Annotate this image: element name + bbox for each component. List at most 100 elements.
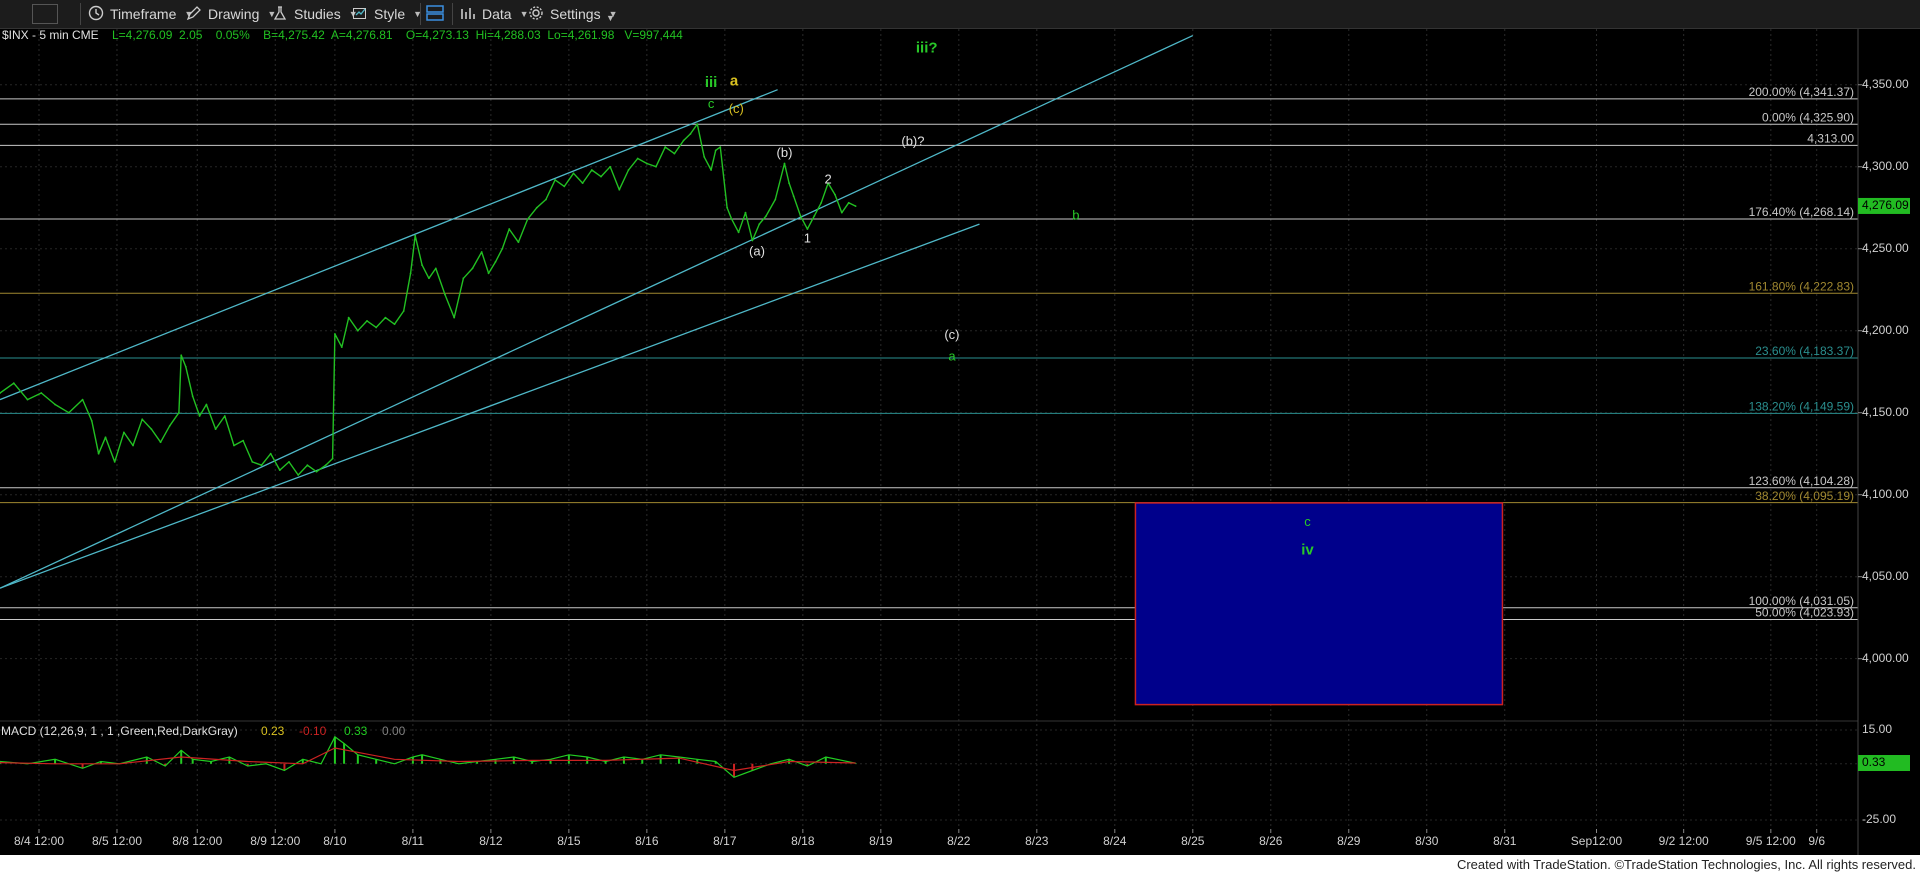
settings-label: Settings: [550, 6, 601, 22]
price-point: [526, 218, 529, 221]
macd-axis-tick-label: 0.33: [1862, 755, 1886, 769]
price-point: [150, 428, 153, 431]
price-point: [517, 241, 520, 244]
price-point: [682, 139, 685, 142]
wave-label: 2: [824, 171, 831, 186]
price-point: [609, 165, 612, 168]
time-axis-tick-label: 8/24: [1103, 834, 1127, 848]
timeframe-label: Timeframe: [110, 6, 177, 22]
price-point: [487, 272, 490, 275]
time-axis-tick-label: 8/16: [635, 834, 659, 848]
wave-label: iii?: [916, 40, 938, 57]
price-point: [664, 146, 667, 148]
price-point: [306, 464, 309, 467]
price-point: [402, 310, 405, 312]
style-icon: [352, 5, 368, 24]
price-point: [40, 392, 43, 394]
price-point: [813, 215, 816, 217]
data-label: Data: [482, 6, 512, 22]
toolbar-divider: [452, 3, 453, 25]
settings-button[interactable]: Settings ▼: [528, 4, 618, 24]
toolbar-overflow-icon[interactable]: ▼: [606, 13, 615, 23]
fib-level-label: 50.00% (4,023.93): [1755, 606, 1854, 620]
price-point: [714, 149, 717, 152]
last-price-label: 4,276.09: [1862, 198, 1909, 212]
price-series: [0, 123, 857, 476]
macd-signal-line: [0, 747, 856, 772]
price-point: [278, 469, 281, 472]
price-point: [428, 277, 430, 280]
time-axis-tick-label: 8/4 12:00: [14, 834, 64, 848]
macd-axis-tick-label: -25.00: [1862, 812, 1896, 826]
price-point: [744, 211, 747, 214]
chart-area[interactable]: 200.00% (4,341.37) 0.00% (4,325.90) 4,313.…: [0, 29, 1920, 855]
drawing-label: Drawing: [208, 6, 260, 22]
price-point: [315, 470, 318, 473]
data-button[interactable]: Data ▼: [460, 4, 529, 24]
price-point: [710, 169, 712, 171]
trend-channels: [0, 34, 1194, 589]
style-button[interactable]: Style ▼: [352, 4, 422, 24]
macd-value-badge: [1858, 755, 1910, 772]
price-line: [0, 123, 856, 476]
price-point: [198, 415, 201, 417]
price-point: [627, 169, 630, 171]
target-zone: [1134, 502, 1504, 706]
time-axis-tick-label: 8/26: [1259, 834, 1283, 848]
price-point: [719, 146, 722, 148]
fib-level-label: 176.40% (4,268.14): [1749, 205, 1854, 219]
price-point: [324, 464, 327, 467]
timeframe-button[interactable]: Timeframe ▼: [88, 4, 193, 24]
price-point: [366, 319, 368, 322]
macd-gridlines: [0, 729, 1858, 821]
fib-level-label: 100.00% (4,031.05): [1749, 594, 1854, 608]
price-point: [820, 201, 823, 204]
wave-label: (a): [749, 243, 765, 258]
price-axis-tick-label: 4,100.00: [1862, 487, 1909, 501]
price-point: [178, 411, 180, 414]
toolbar: Timeframe ▼ Drawing ▼ Studies ▼ Style ▼ …: [0, 0, 1920, 29]
price-axis[interactable]: 4,350.00 4,300.00 4,250.00 4,200.00 4,150.00…: [1858, 77, 1910, 826]
flask-icon: [272, 5, 288, 24]
fib-level-label: 138.20% (4,149.59): [1749, 400, 1854, 414]
time-axis-tick-label: 9/6: [1808, 834, 1825, 848]
price-point: [854, 205, 857, 207]
drawing-button[interactable]: Drawing ▼: [186, 4, 276, 24]
clock-icon: [88, 5, 104, 24]
layout-button[interactable]: [426, 4, 450, 24]
price-point: [191, 395, 194, 398]
price-point: [331, 457, 334, 460]
time-axis-tick-label: 8/25: [1181, 834, 1205, 848]
studies-label: Studies: [294, 6, 341, 22]
time-axis-tick-label: 8/11: [402, 834, 425, 848]
wave-label: iii: [705, 74, 718, 91]
price-point: [297, 474, 300, 476]
price-point: [251, 461, 254, 463]
price-point: [655, 165, 657, 168]
chevron-down-icon: ▼: [413, 9, 423, 19]
bar-chart-icon: [460, 5, 476, 24]
price-point: [333, 333, 336, 335]
wave-label: iv: [1301, 541, 1314, 558]
price-point: [242, 439, 245, 442]
trend-channel-line: [0, 89, 778, 401]
fib-level-label: 38.20% (4,095.19): [1755, 489, 1854, 503]
time-axis[interactable]: 8/4 12:00 8/5 12:00 8/8 12:00 8/9 12:00 8/10…: [14, 829, 1825, 848]
quote-readout: L=4,276.09 2.05 0.05% B=4,275.42 A=4,276…: [112, 29, 683, 42]
price-point: [260, 464, 263, 467]
price-point: [223, 415, 226, 417]
last-price-badge: [1858, 197, 1910, 214]
time-axis-tick-label: 8/10: [323, 834, 347, 848]
fib-level-label: 0.00% (4,325.90): [1762, 110, 1854, 124]
time-axis-tick-label: 8/12: [479, 834, 503, 848]
price-point: [480, 251, 483, 253]
price-point: [788, 182, 790, 185]
wave-label: a: [730, 72, 739, 89]
studies-button[interactable]: Studies ▼: [272, 4, 358, 24]
window-icon[interactable]: [32, 4, 58, 24]
price-point: [792, 195, 795, 198]
price-point: [494, 260, 497, 263]
price-point: [0, 392, 1, 394]
price-point: [806, 228, 809, 230]
wave-label: c: [1304, 514, 1311, 529]
